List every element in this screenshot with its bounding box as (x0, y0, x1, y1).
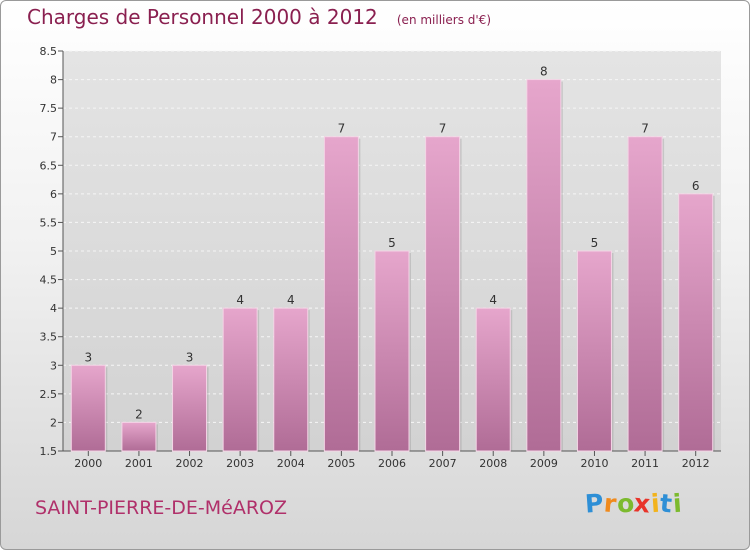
bar (323, 136, 359, 452)
x-tick-label: 2002 (176, 457, 204, 470)
x-tick-label: 2004 (277, 457, 305, 470)
y-tick-label: 8.5 (40, 45, 58, 58)
chart-title: Charges de Personnel 2000 à 2012 (27, 5, 378, 29)
x-tick-label: 2011 (631, 457, 659, 470)
x-tick-label: 2009 (530, 457, 558, 470)
place-name: SAINT-PIERRE-DE-MéAROZ (35, 497, 288, 519)
brand-letter: i (671, 488, 683, 519)
data-label: 3 (186, 350, 194, 364)
y-tick-label: 6 (50, 188, 57, 201)
x-tick-label: 2003 (226, 457, 254, 470)
brand-letter: P (584, 488, 605, 519)
bar (678, 193, 714, 452)
y-tick-label: 3 (50, 359, 57, 372)
y-tick-label: 4.5 (40, 274, 58, 287)
bar (222, 307, 258, 452)
data-label: 4 (489, 293, 497, 307)
data-label: 6 (692, 179, 700, 193)
x-tick-label: 2007 (429, 457, 457, 470)
x-tick-label: 2001 (125, 457, 153, 470)
bar (70, 364, 106, 452)
bar (526, 79, 562, 452)
y-tick-label: 7 (50, 131, 57, 144)
bar (576, 250, 612, 452)
y-tick-label: 5.5 (40, 216, 58, 229)
data-label: 2 (135, 407, 143, 421)
data-label: 7 (439, 122, 447, 136)
data-label: 7 (338, 122, 346, 136)
x-tick-label: 2006 (378, 457, 406, 470)
y-tick-label: 1.5 (40, 445, 58, 458)
bar (374, 250, 410, 452)
data-label: 8 (540, 65, 548, 79)
bar (425, 136, 461, 452)
y-tick-label: 3.5 (40, 331, 58, 344)
chart-unit: (en milliers d'€) (396, 13, 491, 27)
bar (475, 307, 511, 452)
title-row: Charges de Personnel 2000 à 2012 (en mil… (27, 5, 491, 29)
data-label: 4 (287, 293, 295, 307)
x-tick-label: 2008 (479, 457, 507, 470)
data-label: 5 (591, 236, 599, 250)
bar (273, 307, 309, 452)
x-tick-label: 2005 (327, 457, 355, 470)
y-tick-label: 8 (50, 74, 57, 87)
data-label: 5 (388, 236, 396, 250)
y-tick-label: 7.5 (40, 102, 58, 115)
y-tick-label: 2 (50, 416, 57, 429)
data-label: 4 (236, 293, 244, 307)
data-label: 7 (641, 122, 649, 136)
bar (172, 364, 208, 452)
y-tick-label: 5 (50, 245, 57, 258)
brand-logo: Proxiti (584, 488, 683, 519)
x-tick-label: 2010 (580, 457, 608, 470)
bar (627, 136, 663, 452)
y-tick-label: 6.5 (40, 159, 58, 172)
x-tick-label: 2012 (682, 457, 710, 470)
bar (121, 421, 157, 452)
y-tick-label: 4 (50, 302, 57, 315)
y-tick-label: 2.5 (40, 388, 58, 401)
x-tick-label: 2000 (74, 457, 102, 470)
data-label: 3 (84, 350, 92, 364)
